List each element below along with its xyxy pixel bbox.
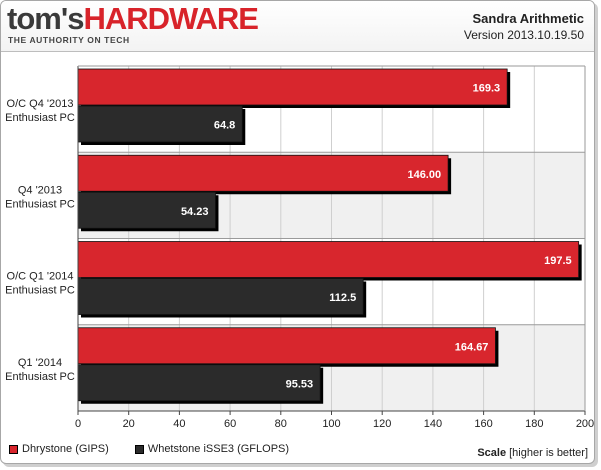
x-tick-label: 100 xyxy=(322,418,340,430)
data-label: 95.53 xyxy=(286,378,314,390)
data-label: 197.5 xyxy=(544,255,572,267)
legend-item-dhrystone: Dhrystone (GIPS) xyxy=(9,443,109,455)
category-label: Q4 '2013 xyxy=(18,184,62,196)
bar-dhrystone xyxy=(77,241,580,278)
category-label: Enthusiast PC xyxy=(5,112,75,124)
bar-dhrystone xyxy=(77,154,449,192)
x-tick-label: 140 xyxy=(424,418,442,430)
x-tick-label: 0 xyxy=(75,418,81,430)
bar-whetstone xyxy=(77,105,243,143)
chart-version: Version 2013.10.19.50 xyxy=(463,28,584,42)
x-tick-label: 20 xyxy=(123,418,135,430)
x-tick-label: 200 xyxy=(576,418,594,430)
legend-swatch-whetstone xyxy=(134,444,144,454)
category-label: Enthusiast PC xyxy=(5,198,75,210)
logo-tagline: THE AUTHORITY ON TECH xyxy=(8,35,130,45)
x-tick-label: 120 xyxy=(373,418,391,430)
bar-dhrystone xyxy=(77,68,508,106)
chart-header: tom'sHARDWARE THE AUTHORITY ON TECH Sand… xyxy=(1,1,594,52)
data-label: 164.67 xyxy=(455,341,489,353)
legend-label-whetstone: Whetstone iSSE3 (GFLOPS) xyxy=(147,443,290,455)
legend-item-whetstone: Whetstone iSSE3 (GFLOPS) xyxy=(134,443,290,455)
chart-legend: Dhrystone (GIPS) Whetstone iSSE3 (GFLOPS… xyxy=(9,443,315,455)
scale-label: Scale xyxy=(477,447,507,459)
legend-swatch-dhrystone xyxy=(9,444,18,454)
chart-title: Sandra Arithmetic xyxy=(472,11,585,26)
x-tick-label: 80 xyxy=(275,418,287,430)
bar-whetstone xyxy=(77,191,216,229)
logo-part-hardware: HARDWARE xyxy=(83,1,259,36)
category-label: Q1 '2014 xyxy=(18,357,62,369)
data-label: 64.8 xyxy=(214,120,235,132)
category-label: O/C Q1 '2014 xyxy=(7,271,74,283)
bar-whetstone xyxy=(77,278,364,315)
scale-hint: [higher is better] xyxy=(509,447,588,459)
chart-frame: tom'sHARDWARE THE AUTHORITY ON TECH Sand… xyxy=(0,0,595,464)
x-tick-label: 160 xyxy=(474,418,492,430)
data-label: 54.23 xyxy=(181,206,209,218)
logo-part-toms: tom's xyxy=(7,1,84,36)
category-label: O/C Q4 '2013 xyxy=(7,98,74,110)
bar-whetstone xyxy=(77,364,321,402)
legend-label-dhrystone: Dhrystone (GIPS) xyxy=(22,443,109,455)
bar-chart-plot: 169.3 64.8 O/C Q4 '2013 Enthusiast PC 146.00… xyxy=(5,65,594,430)
data-label: 169.3 xyxy=(473,83,501,95)
category-label: Enthusiast PC xyxy=(5,371,75,383)
x-tick-label: 180 xyxy=(525,418,543,430)
category-label: Enthusiast PC xyxy=(5,285,75,297)
scale-note: Scale [higher is better] xyxy=(477,447,588,459)
x-tick-label: 60 xyxy=(224,418,236,430)
data-label: 112.5 xyxy=(329,292,356,304)
data-label: 146.00 xyxy=(407,169,441,181)
site-logo: tom'sHARDWARE xyxy=(7,1,259,37)
x-tick-label: 40 xyxy=(173,418,185,430)
bar-dhrystone xyxy=(77,327,496,365)
